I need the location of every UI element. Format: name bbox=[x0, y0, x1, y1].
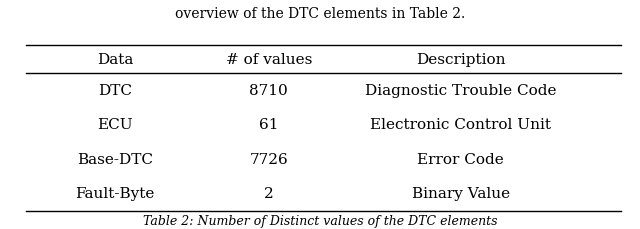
Text: 2: 2 bbox=[264, 187, 274, 200]
Text: Description: Description bbox=[416, 53, 506, 66]
Text: # of values: # of values bbox=[226, 53, 312, 66]
Text: Diagnostic Trouble Code: Diagnostic Trouble Code bbox=[365, 84, 557, 97]
Text: Error Code: Error Code bbox=[417, 152, 504, 166]
Text: Base-DTC: Base-DTC bbox=[77, 152, 153, 166]
Text: DTC: DTC bbox=[98, 84, 132, 97]
Text: 7726: 7726 bbox=[250, 152, 288, 166]
Text: Electronic Control Unit: Electronic Control Unit bbox=[371, 118, 551, 132]
Text: Data: Data bbox=[97, 53, 133, 66]
Text: Binary Value: Binary Value bbox=[412, 187, 510, 200]
Text: ECU: ECU bbox=[97, 118, 133, 132]
Text: Table 2: Number of Distinct values of the DTC elements: Table 2: Number of Distinct values of th… bbox=[143, 214, 497, 227]
Text: Fault-Byte: Fault-Byte bbox=[76, 187, 155, 200]
Text: overview of the DTC elements in Table 2.: overview of the DTC elements in Table 2. bbox=[175, 7, 465, 21]
Text: 8710: 8710 bbox=[250, 84, 288, 97]
Text: 61: 61 bbox=[259, 118, 278, 132]
